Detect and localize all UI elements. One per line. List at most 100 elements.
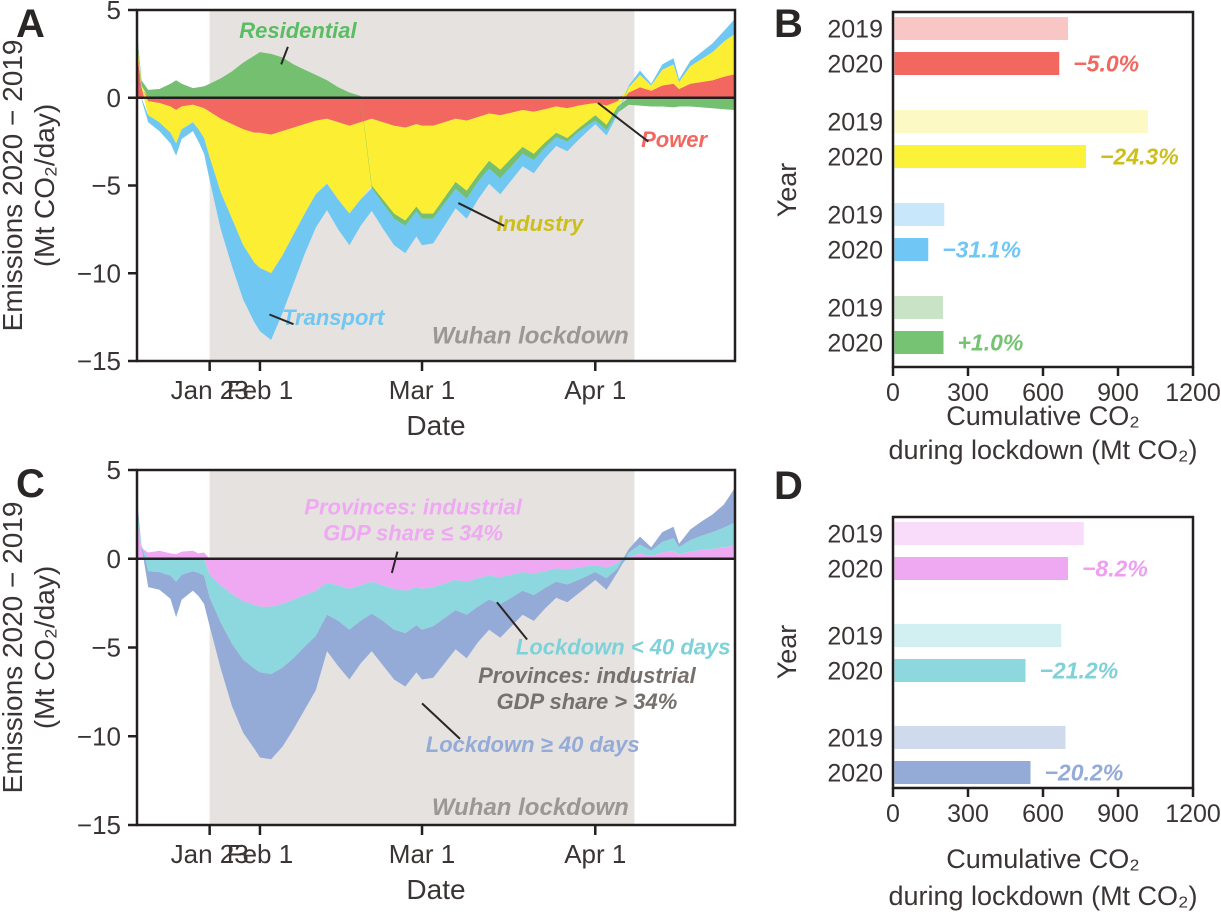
year-label: 2019 — [827, 521, 883, 549]
year-label: 2019 — [827, 623, 883, 651]
x-tick-label: 0 — [886, 379, 900, 407]
x-tick-label: 600 — [1022, 379, 1064, 407]
area-series-transport — [137, 18, 735, 340]
x-axis-title: Cumulative CO₂ — [946, 844, 1140, 874]
lockdown-shade-label: Wuhan lockdown — [432, 794, 629, 821]
change-label-lockdown-40-days: −21.2% — [1040, 658, 1119, 684]
panel-letter-b: B — [774, 2, 803, 46]
y-tick-label: −15 — [77, 346, 121, 376]
year-label: 2019 — [827, 295, 883, 323]
x-tick-label: 1200 — [1165, 379, 1221, 407]
change-label-residential: +1.0% — [958, 330, 1024, 356]
year-label: 2020 — [827, 144, 883, 172]
panel-letter-c: C — [16, 462, 45, 506]
bar-2020-lockdown-40-days — [894, 761, 1031, 784]
annotation-leader-transport — [269, 313, 294, 326]
annotation-leader-lockdown-40-days — [496, 601, 528, 641]
area-series-lockdown-ge-40 — [137, 487, 735, 760]
panel-d-bar-chart: 2019 2020 −8.2% 2019 2020 −21.2% 2019 2020 −20.2… — [772, 515, 1221, 911]
x-axis-title: Cumulative CO₂ — [946, 401, 1140, 431]
y-tick-label: −5 — [91, 633, 121, 663]
area-series-power — [137, 52, 735, 135]
area-series-residential — [137, 31, 735, 226]
annotation-provinces-industrial: Provinces: industrial — [478, 663, 697, 688]
y-axis-title: Year — [772, 625, 802, 680]
annotation-leader-power — [597, 102, 649, 143]
bar-2019-power — [894, 17, 1068, 40]
y-tick-label: −10 — [77, 258, 121, 288]
year-label: 2019 — [827, 202, 883, 230]
x-tick-label: 300 — [947, 379, 989, 407]
bar-2019-industry — [894, 110, 1148, 133]
bar-2020-provinces-industrial-gdp-share-34 — [894, 557, 1068, 580]
annotation-provinces-industrial: GDP share ≤ 34% — [323, 520, 503, 545]
change-label-power: −5.0% — [1073, 51, 1139, 77]
x-tick-label: Jan 23 — [171, 375, 249, 405]
bar-2019-residential — [894, 296, 943, 319]
bar-2020-transport — [894, 238, 929, 261]
year-label: 2020 — [827, 51, 883, 79]
lockdown-shade-label: Wuhan lockdown — [432, 322, 629, 349]
y-axis-title: Year — [772, 163, 802, 218]
bar-2020-industry — [894, 145, 1086, 168]
year-label: 2020 — [827, 330, 883, 358]
y-tick-label: 0 — [107, 83, 121, 113]
annotation-provinces-industrial: Provinces: industrial — [304, 494, 523, 519]
panel-a-area-chart: Wuhan lockdown Residential Power Industry Tr… — [0, 0, 737, 441]
x-axis-title: Date — [406, 874, 465, 905]
annotation-provinces-industrial: GDP share > 34% — [497, 689, 678, 714]
x-axis-title: Date — [406, 410, 465, 441]
annotation-leader-lockdown-40-days — [421, 702, 461, 740]
annotation-transport: Transport — [282, 305, 386, 330]
y-tick-label: −5 — [91, 171, 121, 201]
x-tick-label: 600 — [1022, 800, 1064, 828]
year-label: 2019 — [827, 725, 883, 753]
area-series-industry — [137, 33, 735, 274]
annotation-lockdown-40-days: Lockdown < 40 days — [516, 635, 731, 660]
x-axis-title: during lockdown (Mt CO₂) — [888, 881, 1197, 911]
x-tick-label: Feb 1 — [227, 375, 294, 405]
panel-letter-d: D — [774, 464, 803, 508]
bar-2020-power — [894, 52, 1060, 75]
x-tick-label: Jan 23 — [171, 839, 249, 869]
x-tick-label: Mar 1 — [389, 839, 455, 869]
x-tick-label: 0 — [886, 800, 900, 828]
bar-2019-provinces-industrial-gdp-share-34 — [894, 522, 1084, 545]
y-tick-label: −10 — [77, 721, 121, 751]
x-tick-label: Feb 1 — [227, 839, 294, 869]
y-tick-label: 5 — [107, 0, 121, 25]
annotation-lockdown-40-days: Lockdown ≥ 40 days — [426, 732, 640, 757]
panel-letter-a: A — [16, 2, 45, 46]
x-tick-label: 1200 — [1165, 800, 1221, 828]
annotation-power: Power — [641, 127, 708, 152]
area-series-lockdown-lt-40 — [137, 507, 735, 675]
annotation-leader-provinces-industrial — [390, 551, 399, 574]
bar-2019-transport — [894, 203, 945, 226]
panel-b-bar-chart: 2019 2020 −5.0% 2019 2020 −24.3% 2019 2020 −31.1… — [772, 10, 1221, 465]
y-axis-title: (Mt CO₂/day) — [29, 566, 60, 729]
year-label: 2020 — [827, 237, 883, 265]
year-label: 2020 — [827, 556, 883, 584]
y-axis-title: (Mt CO₂/day) — [29, 104, 60, 267]
x-tick-label: Apr 1 — [564, 375, 626, 405]
annotation-leader-industry — [457, 202, 505, 227]
x-tick-label: 300 — [947, 800, 989, 828]
bar-2019-lockdown-40-days — [894, 726, 1066, 749]
year-label: 2019 — [827, 16, 883, 44]
year-label: 2020 — [827, 658, 883, 686]
bar-2020-lockdown-40-days — [894, 659, 1026, 682]
x-axis-title: during lockdown (Mt CO₂) — [888, 435, 1197, 465]
bar-2019-lockdown-40-days — [894, 624, 1062, 647]
annotation-leader-residential — [280, 46, 289, 65]
annotation-residential: Residential — [239, 18, 357, 43]
y-tick-label: 0 — [107, 544, 121, 574]
x-tick-label: Apr 1 — [564, 839, 626, 869]
y-tick-label: 5 — [107, 460, 121, 485]
y-tick-label: −15 — [77, 810, 121, 840]
y-axis-title: Emissions 2020 − 2019 — [0, 502, 28, 794]
change-label-transport: −31.1% — [942, 237, 1021, 263]
annotation-industry: Industry — [497, 211, 586, 236]
x-tick-label: 900 — [1097, 379, 1139, 407]
